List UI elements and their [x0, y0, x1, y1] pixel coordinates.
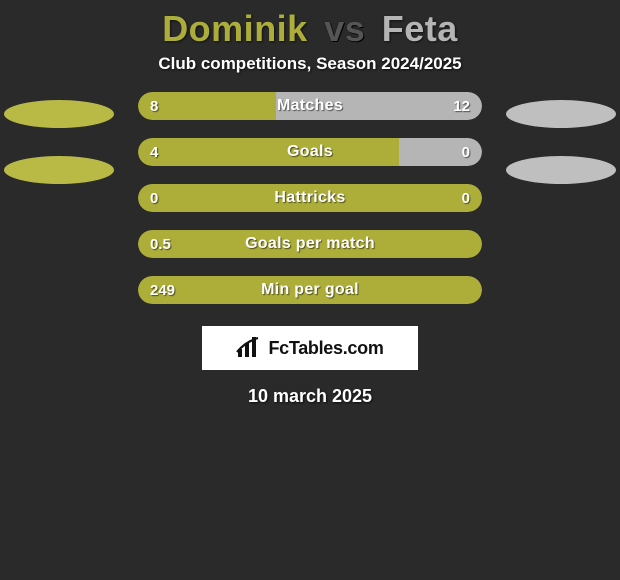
stats-area: 812Matches 40Goals 00Hattricks 0.5Goals per…	[0, 92, 620, 322]
stat-bars: 812Matches 40Goals 00Hattricks 0.5Goals per…	[138, 92, 482, 304]
bar-fill-right	[399, 138, 482, 166]
stat-row: 40Goals	[138, 138, 482, 166]
date-text: 10 march 2025	[248, 386, 372, 407]
player1-name: Dominik	[162, 8, 308, 49]
bars-icon	[236, 337, 262, 359]
stat-row: 00Hattricks	[138, 184, 482, 212]
player1-badge	[4, 100, 114, 128]
player2-badge	[506, 100, 616, 128]
bar-fill-left	[138, 92, 276, 120]
player2-badge	[506, 156, 616, 184]
player1-badge-column	[4, 92, 124, 184]
player1-badge	[4, 156, 114, 184]
bar-fill-left	[138, 184, 482, 212]
stat-row: 0.5Goals per match	[138, 230, 482, 258]
stat-row: 249Min per goal	[138, 276, 482, 304]
bar-fill-left	[138, 276, 482, 304]
bar-fill-left	[138, 230, 482, 258]
subtitle: Club competitions, Season 2024/2025	[158, 54, 461, 74]
page-title: Dominik vs Feta	[162, 8, 458, 50]
bar-fill-right	[276, 92, 482, 120]
vs-text: vs	[318, 8, 371, 49]
site-logo[interactable]: FcTables.com	[202, 326, 418, 370]
logo-text: FcTables.com	[268, 338, 383, 359]
player2-name: Feta	[382, 8, 458, 49]
stat-row: 812Matches	[138, 92, 482, 120]
bar-fill-left	[138, 138, 399, 166]
player2-badge-column	[496, 92, 616, 184]
comparison-card: Dominik vs Feta Club competitions, Seaso…	[0, 0, 620, 580]
